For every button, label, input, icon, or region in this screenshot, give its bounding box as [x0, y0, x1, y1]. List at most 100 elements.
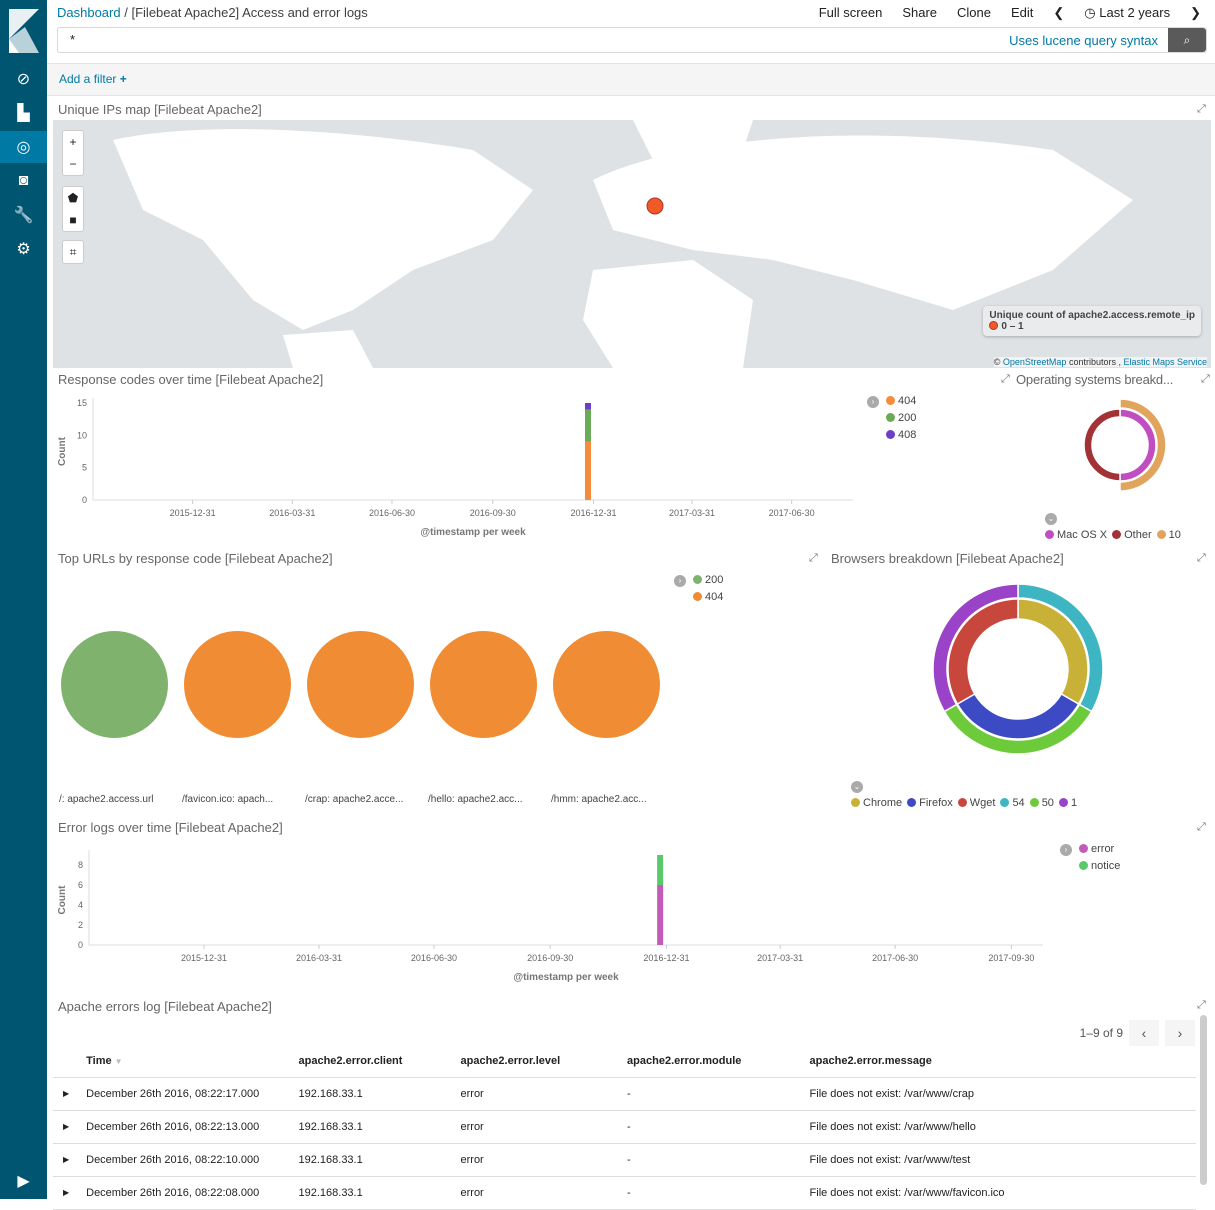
- sidebar-item-management[interactable]: ⚙: [0, 233, 47, 265]
- fit-bounds-button[interactable]: ⌗: [69, 245, 77, 259]
- full-screen-button[interactable]: Full screen: [818, 5, 883, 20]
- breadcrumb-dashboard[interactable]: Dashboard: [57, 5, 121, 20]
- sidebar-item-dev-tools[interactable]: 🔧: [0, 199, 47, 231]
- sidebar-item-dashboard[interactable]: ◎: [0, 131, 47, 163]
- legend-toggle-icon[interactable]: ›: [1060, 844, 1072, 856]
- legend-item[interactable]: Firefox: [907, 797, 953, 809]
- scrollbar[interactable]: [1200, 1015, 1207, 1185]
- bar-segment-200[interactable]: [584, 409, 591, 442]
- legend-item[interactable]: 200: [886, 410, 916, 427]
- zoom-out-button[interactable]: −: [69, 157, 77, 171]
- bar-segment-408[interactable]: [584, 403, 591, 410]
- search-button[interactable]: ⌕: [1168, 28, 1206, 52]
- slice-10[interactable]: [1119, 398, 1167, 492]
- expand-icon[interactable]: ⤢: [1197, 821, 1206, 833]
- next-page-button[interactable]: ›: [1165, 1020, 1195, 1046]
- slice-1[interactable]: [933, 584, 1019, 713]
- map[interactable]: + − ⬟ ■ ⌗ Unique count of apache2.access.rem…: [53, 120, 1211, 368]
- pie-slice[interactable]: [307, 631, 414, 738]
- legend-toggle-icon[interactable]: ⌄: [851, 781, 863, 793]
- expand-row-icon[interactable]: ▶: [53, 1110, 87, 1144]
- legend-label: Chrome: [863, 797, 903, 809]
- ems-link[interactable]: Elastic Maps Service: [1123, 357, 1207, 367]
- chevron-right-icon[interactable]: ❯: [1190, 5, 1201, 20]
- legend-item[interactable]: error: [1079, 841, 1120, 858]
- pie-slice[interactable]: [553, 631, 660, 738]
- legend-item[interactable]: 1: [1058, 797, 1077, 809]
- expand-row-icon[interactable]: ▶: [53, 1143, 87, 1177]
- share-button[interactable]: Share: [902, 5, 938, 20]
- play-circle-icon[interactable]: ▶: [17, 1173, 30, 1190]
- bar-segment-notice[interactable]: [657, 855, 664, 885]
- table-row[interactable]: ▶ December 26th 2016, 08:22:13.000 192.168…: [53, 1110, 1196, 1144]
- legend-label: 404: [705, 591, 724, 603]
- legend-label: notice: [1091, 860, 1121, 872]
- time-picker[interactable]: ◷ Last 2 years: [1084, 5, 1170, 21]
- legend-item[interactable]: 50: [1029, 797, 1054, 809]
- table-cell: File does not exist: /var/www/crap: [809, 1077, 1196, 1111]
- prev-page-button[interactable]: ‹: [1129, 1020, 1159, 1046]
- expand-row-icon[interactable]: ▶: [53, 1077, 87, 1111]
- legend-toggle-icon[interactable]: ⌄: [1045, 513, 1057, 525]
- table-row[interactable]: ▶ December 26th 2016, 08:22:17.000 192.168…: [53, 1077, 1196, 1111]
- column-header[interactable]: apache2.error.module: [627, 1045, 810, 1078]
- map-control-group: ⌗: [62, 240, 84, 264]
- column-header[interactable]: Time ▼: [86, 1045, 299, 1078]
- slice-Wget[interactable]: [947, 598, 1019, 706]
- table-row[interactable]: ▶ December 26th 2016, 08:22:08.000 192.168…: [53, 1176, 1196, 1210]
- browsers-legend: ⌄ Chrome Firefox Wget 54 50 1: [851, 778, 1082, 812]
- legend-item[interactable]: 54: [1000, 797, 1025, 809]
- column-header[interactable]: apache2.error.client: [298, 1045, 461, 1078]
- legend-item[interactable]: 404: [886, 393, 916, 410]
- legend-dot: [989, 321, 999, 330]
- osm-link[interactable]: OpenStreetMap: [1002, 357, 1067, 367]
- bar-segment-404[interactable]: [584, 441, 591, 500]
- expand-row-icon[interactable]: ▶: [53, 1176, 87, 1210]
- legend-item[interactable]: Mac OS X: [1045, 529, 1107, 541]
- sidebar-item-visualize[interactable]: ▙: [0, 97, 47, 129]
- draw-polygon-button[interactable]: ⬟: [67, 191, 79, 205]
- sidebar-item-discover[interactable]: ⊘: [0, 63, 47, 95]
- legend-item[interactable]: 408: [886, 427, 916, 444]
- pie-slice[interactable]: [61, 631, 168, 738]
- expand-icon[interactable]: ⤢: [1197, 552, 1206, 564]
- table-row[interactable]: ▶ December 26th 2016, 08:22:10.000 192.168…: [53, 1143, 1196, 1177]
- expand-icon[interactable]: ⤢: [1001, 373, 1010, 385]
- legend-toggle-icon[interactable]: ›: [867, 396, 879, 408]
- legend-item[interactable]: notice: [1079, 858, 1120, 875]
- legend-item[interactable]: 404: [693, 589, 723, 606]
- slice-Other[interactable]: [1083, 408, 1121, 482]
- legend-item[interactable]: Chrome: [851, 797, 902, 809]
- kibana-logo[interactable]: [9, 9, 39, 53]
- x-tick-label: 2016-12-31: [643, 953, 689, 963]
- map-legend-title: Unique count of apache2.access.remote_ip: [989, 310, 1195, 321]
- bar-segment-error[interactable]: [657, 885, 664, 945]
- legend-toggle-icon[interactable]: ›: [674, 575, 686, 587]
- pie-slice[interactable]: [184, 631, 291, 738]
- add-filter-button[interactable]: Add a filter +: [47, 63, 1215, 96]
- expand-icon[interactable]: ⤢: [1201, 373, 1210, 385]
- x-tick-label: 2016-12-31: [570, 508, 616, 518]
- legend-item[interactable]: Other: [1112, 529, 1152, 541]
- expand-icon[interactable]: ⤢: [1197, 103, 1206, 115]
- expand-icon[interactable]: ⤢: [809, 552, 818, 564]
- legend-item[interactable]: 200: [693, 572, 723, 589]
- pie-slice[interactable]: [430, 631, 537, 738]
- sort-down-icon[interactable]: ▼: [114, 1056, 123, 1066]
- column-header[interactable]: apache2.error.message: [809, 1045, 1196, 1078]
- map-marker[interactable]: [646, 197, 664, 215]
- zoom-in-button[interactable]: +: [69, 135, 77, 149]
- table-cell: December 26th 2016, 08:22:17.000: [86, 1077, 299, 1111]
- clone-button[interactable]: Clone: [957, 5, 991, 20]
- draw-rectangle-button[interactable]: ■: [69, 213, 77, 227]
- legend-item[interactable]: Wget: [957, 797, 995, 809]
- column-header[interactable]: apache2.error.level: [460, 1045, 628, 1078]
- sidebar-item-timelion[interactable]: ◙: [0, 165, 47, 197]
- edit-button[interactable]: Edit: [1010, 5, 1034, 20]
- search-icon: ⌕: [1183, 32, 1191, 47]
- legend-item[interactable]: 10: [1156, 529, 1181, 541]
- expand-icon[interactable]: ⤢: [1197, 999, 1206, 1011]
- lucene-syntax-link[interactable]: Uses lucene query syntax: [1009, 33, 1158, 48]
- chevron-left-icon[interactable]: ❮: [1053, 5, 1065, 20]
- query-input[interactable]: *: [70, 32, 76, 47]
